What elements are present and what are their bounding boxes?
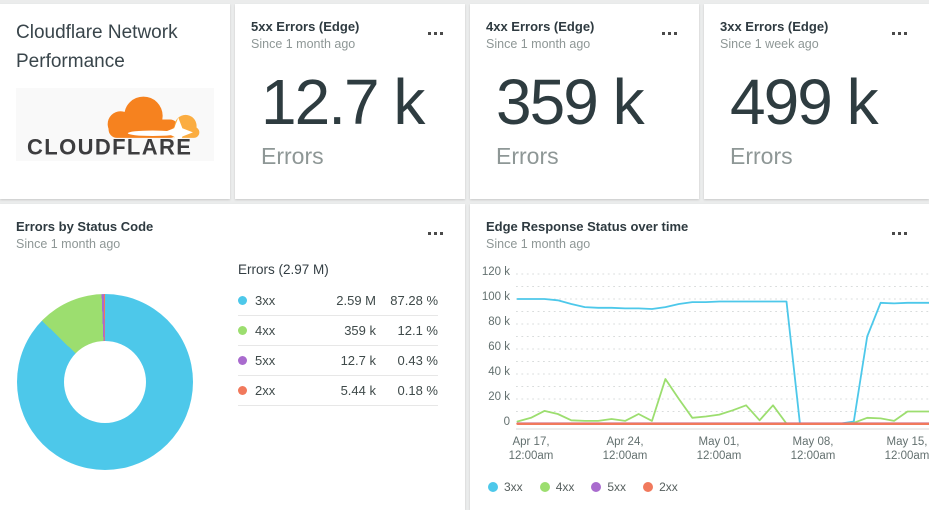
y-tick: 20 k xyxy=(488,391,510,403)
series-dot-4xx xyxy=(238,326,247,335)
cloudflare-logo-icon: CLOUDFLARE xyxy=(27,96,200,158)
legend-label: 5xx xyxy=(255,353,276,368)
timeseries-chart[interactable] xyxy=(470,204,929,510)
card-title: 3xx Errors (Edge) xyxy=(720,19,829,34)
series-dot-3xx xyxy=(488,482,498,492)
series-dot-2xx xyxy=(643,482,654,492)
legend-item-5xx[interactable]: 5xx xyxy=(591,480,626,494)
series-dot-5xx xyxy=(238,356,247,365)
legend-title: Errors (2.97 M) xyxy=(238,262,329,277)
legend-percent: 0.18 % xyxy=(397,383,438,398)
legend-label: 2xx xyxy=(255,383,276,398)
legend-percent: 0.43 % xyxy=(397,353,438,368)
x-tick: May 01, 12:00am xyxy=(696,436,742,462)
legend-percent: 12.1 % xyxy=(397,323,438,338)
stat-unit-label: Errors xyxy=(730,143,793,169)
card-subtitle: Since 1 month ago xyxy=(486,37,591,51)
stat-unit-label: Errors xyxy=(261,143,324,169)
legend-row-2xx[interactable]: 2xx 5.44 k 0.18 % xyxy=(238,376,438,406)
card-subtitle: Since 1 month ago xyxy=(16,237,121,251)
legend-item-3xx[interactable]: 3xx xyxy=(488,480,523,494)
donut-chart[interactable] xyxy=(17,294,193,470)
card-menu-icon[interactable] xyxy=(888,228,911,239)
legend-label: 2xx xyxy=(659,480,678,494)
legend-label: 3xx xyxy=(255,293,276,308)
dashboard-title: Cloudflare Network Performance xyxy=(16,22,178,72)
legend-row-4xx[interactable]: 4xx 359 k 12.1 % xyxy=(238,316,438,346)
legend-value: 5.44 k xyxy=(340,383,376,398)
card-subtitle: Since 1 month ago xyxy=(486,237,591,251)
edge-response-status-card: Edge Response Status over time Since 1 m… xyxy=(470,204,929,510)
logo-wordmark: CLOUDFLARE xyxy=(27,134,192,158)
x-tick: May 08, 12:00am xyxy=(790,436,836,462)
timeseries-legend: 3xx 4xx 5xx 2xx xyxy=(488,480,678,494)
card-title: Edge Response Status over time xyxy=(486,219,689,234)
x-tick: Apr 24, 12:00am xyxy=(602,436,648,462)
series-dot-3xx xyxy=(238,296,247,305)
legend-row-3xx[interactable]: 3xx 2.59 M 87.28 % xyxy=(238,286,438,316)
errors-by-status-card: Errors by Status Code Since 1 month ago … xyxy=(0,204,465,510)
y-tick: 60 k xyxy=(488,341,510,353)
legend-item-2xx[interactable]: 2xx xyxy=(643,480,678,494)
y-tick: 80 k xyxy=(488,316,510,328)
stat-value: 359 k xyxy=(496,66,645,138)
cloudflare-logo: CLOUDFLARE xyxy=(16,88,214,161)
title-card: Cloudflare Network Performance CLOUDFLAR… xyxy=(0,4,230,199)
card-title: 5xx Errors (Edge) xyxy=(251,19,360,34)
legend-value: 359 k xyxy=(344,323,376,338)
legend-label: 5xx xyxy=(607,480,627,494)
card-subtitle: Since 1 week ago xyxy=(720,37,819,51)
legend-item-4xx[interactable]: 4xx xyxy=(539,480,575,494)
stat-card-5xx: 5xx Errors (Edge) Since 1 month ago 12.7… xyxy=(235,4,465,199)
card-menu-icon[interactable] xyxy=(658,28,681,39)
stat-card-4xx: 4xx Errors (Edge) Since 1 month ago 359 … xyxy=(470,4,699,199)
stat-value: 499 k xyxy=(730,66,879,138)
donut-legend-table: Errors (2.97 M) 3xx 2.59 M 87.28 % 4xx 3… xyxy=(238,262,438,406)
card-title: Errors by Status Code xyxy=(16,219,154,234)
y-tick: 40 k xyxy=(488,366,510,378)
card-menu-icon[interactable] xyxy=(424,28,447,39)
stat-card-3xx: 3xx Errors (Edge) Since 1 week ago 499 k… xyxy=(704,4,929,199)
cloud-shape xyxy=(107,96,200,147)
series-dot-5xx xyxy=(591,482,602,492)
legend-value: 2.59 M xyxy=(336,293,376,308)
legend-value: 12.7 k xyxy=(340,353,376,368)
y-tick: 100 k xyxy=(481,291,510,303)
legend-label: 3xx xyxy=(504,480,523,494)
stat-unit-label: Errors xyxy=(496,143,559,169)
y-tick: 120 k xyxy=(481,266,510,278)
y-tick: 0 xyxy=(503,416,510,428)
stat-value: 12.7 k xyxy=(261,66,425,138)
legend-row-5xx[interactable]: 5xx 12.7 k 0.43 % xyxy=(238,346,438,376)
x-tick: May 15, 12:00am xyxy=(884,436,929,462)
card-menu-icon[interactable] xyxy=(888,28,911,39)
card-subtitle: Since 1 month ago xyxy=(251,37,356,51)
card-menu-icon[interactable] xyxy=(424,228,447,239)
legend-label: 4xx xyxy=(555,480,575,494)
legend-label: 4xx xyxy=(255,323,276,338)
series-dot-4xx xyxy=(539,482,550,492)
legend-percent: 87.28 % xyxy=(390,293,438,308)
card-title: 4xx Errors (Edge) xyxy=(486,19,595,34)
series-dot-2xx xyxy=(238,386,247,395)
x-tick: Apr 17, 12:00am xyxy=(508,436,554,462)
